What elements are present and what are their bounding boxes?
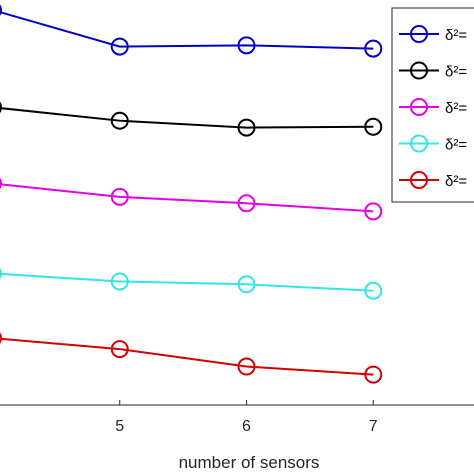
- series-2: [0, 101, 383, 137]
- data-point-marker: [237, 118, 256, 137]
- data-point-marker: [110, 111, 129, 130]
- legend-entry: δ²=: [399, 61, 467, 81]
- series-5: [0, 332, 383, 384]
- data-point-marker: [0, 177, 2, 190]
- data-point-marker: [110, 187, 129, 206]
- x-axis-label: number of sensors: [179, 453, 320, 472]
- data-point-marker: [364, 117, 383, 136]
- data-point-marker: [364, 365, 383, 384]
- legend-marker-swatch: [410, 134, 428, 153]
- series-4: [0, 267, 383, 300]
- data-point-marker: [237, 275, 256, 294]
- series-line: [0, 272, 374, 292]
- series-1: [0, 4, 383, 58]
- data-point-marker: [110, 272, 129, 291]
- series-line: [0, 337, 374, 376]
- axes: 5 6 7: [0, 400, 474, 435]
- series-3: [0, 177, 383, 221]
- x-tick-label: 5: [115, 418, 124, 435]
- legend-entry: δ²=: [399, 98, 467, 117]
- data-point-marker: [0, 332, 2, 344]
- legend-entry: δ²=: [399, 171, 467, 190]
- data-point-marker: [0, 4, 2, 16]
- legend-label: δ²=: [445, 64, 467, 81]
- data-point-marker: [0, 267, 2, 280]
- x-tick-label: 6: [242, 418, 251, 435]
- data-point-marker: [237, 36, 256, 55]
- data-point-marker: [364, 39, 383, 58]
- data-point-marker: [237, 357, 256, 376]
- legend-box: [391, 7, 474, 203]
- legend-marker-swatch: [410, 98, 428, 116]
- legend-entry: δ²=: [399, 134, 467, 154]
- legend-items: δ²= δ²= δ²= δ²= δ²=: [399, 25, 467, 190]
- legend-label: δ²=: [445, 173, 467, 190]
- data-point-marker: [364, 202, 383, 221]
- series-line: [0, 11, 374, 50]
- legend: δ²= δ²= δ²= δ²= δ²=: [391, 7, 474, 203]
- legend-label: δ²=: [445, 137, 467, 154]
- legend-label: δ²=: [445, 100, 467, 117]
- series-lines: [0, 4, 383, 384]
- data-point-marker: [364, 281, 383, 300]
- data-point-marker: [110, 340, 129, 359]
- series-line: [0, 183, 374, 213]
- legend-marker-swatch: [410, 171, 428, 189]
- legend-marker-swatch: [410, 61, 428, 80]
- legend-marker-swatch: [410, 25, 428, 43]
- x-ticks: 5 6 7: [115, 400, 378, 435]
- legend-label: δ²=: [445, 27, 467, 44]
- series-line: [0, 107, 374, 129]
- data-point-marker: [237, 194, 256, 213]
- data-point-marker: [0, 101, 2, 113]
- x-tick-label: 7: [369, 418, 378, 435]
- legend-entry: δ²=: [399, 25, 467, 44]
- data-point-marker: [110, 37, 129, 56]
